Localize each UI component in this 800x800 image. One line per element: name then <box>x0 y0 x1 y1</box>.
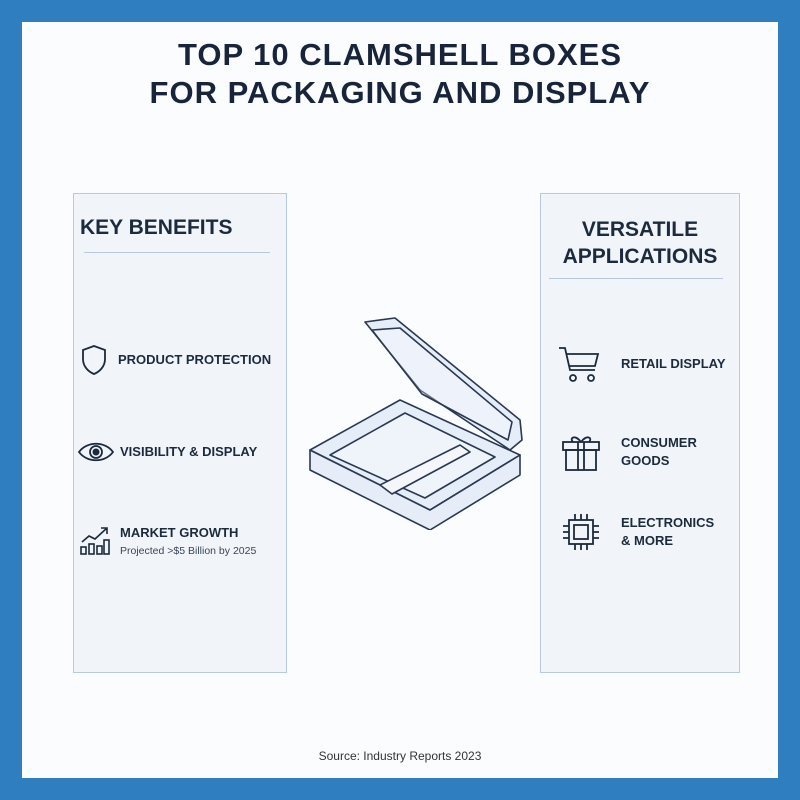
chip-icon <box>563 514 599 550</box>
application-label: GOODS <box>621 453 670 468</box>
application-retail-display: RETAIL DISPLAY <box>557 344 726 384</box>
benefit-subtext: Projected >$5 Billion by 2025 <box>120 545 257 557</box>
benefit-visibility: VISIBILITY & DISPLAY <box>77 441 257 463</box>
benefit-label: MARKET GROWTH <box>120 525 239 540</box>
title-line-2: FOR PACKAGING AND DISPLAY <box>149 75 651 110</box>
panel-heading: VERSATILE APPLICATIONS <box>541 216 739 270</box>
eye-icon <box>77 442 115 462</box>
application-label: RETAIL DISPLAY <box>621 356 726 371</box>
application-label: & MORE <box>621 533 673 548</box>
divider <box>549 278 723 279</box>
shield-icon <box>82 345 106 375</box>
application-label: CONSUMER <box>621 435 697 450</box>
application-electronics: ELECTRONICS & MORE <box>561 512 714 552</box>
benefit-product-protection: PRODUCT PROTECTION <box>80 344 271 376</box>
application-label: ELECTRONICS <box>621 515 715 530</box>
benefit-label: PRODUCT PROTECTION <box>118 352 272 367</box>
divider <box>84 252 270 253</box>
application-consumer-goods: CONSUMER GOODS <box>561 432 697 472</box>
page-title: TOP 10 CLAMSHELL BOXES FOR PACKAGING AND… <box>0 36 800 112</box>
heading-line: VERSATILE <box>581 218 699 241</box>
growth-chart-icon <box>80 526 110 555</box>
benefit-market-growth: MARKET GROWTH Projected >$5 Billion by 2… <box>80 524 256 557</box>
clamshell-box-illustration <box>309 317 523 530</box>
benefit-label: VISIBILITY & DISPLAY <box>120 444 258 459</box>
panel-heading: KEY BENEFITS <box>80 216 233 239</box>
shopping-cart-icon <box>559 347 600 382</box>
source-note: Source: Industry Reports 2023 <box>318 749 482 763</box>
heading-line: APPLICATIONS <box>562 245 718 268</box>
title-line-1: TOP 10 CLAMSHELL BOXES <box>177 37 623 72</box>
gift-icon <box>562 436 600 471</box>
key-benefits-panel: KEY BENEFITS PRODUCT PROTECTION VISIBILI… <box>73 193 287 673</box>
versatile-applications-panel: VERSATILE APPLICATIONS RETAIL DISPLAY CO… <box>540 193 740 673</box>
